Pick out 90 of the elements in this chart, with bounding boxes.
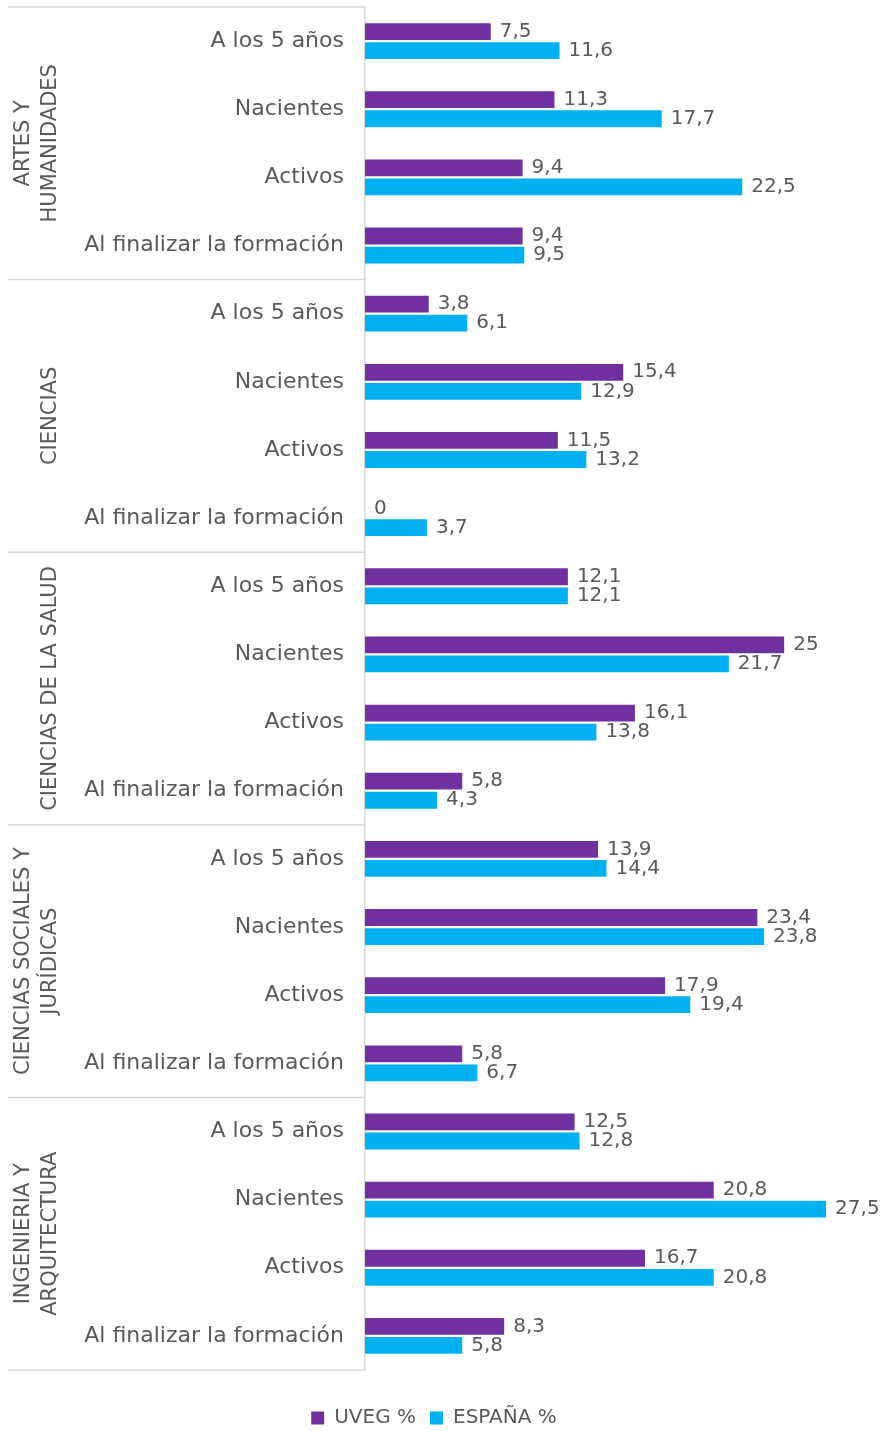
bar — [365, 655, 729, 673]
data-label: 12,9 — [590, 377, 635, 402]
bar — [365, 1317, 505, 1335]
bar — [365, 791, 438, 809]
y-tick-label: A los 5 años — [210, 571, 344, 597]
y-tick-label: A los 5 años — [210, 844, 344, 870]
bar — [365, 42, 560, 60]
data-label: 5,8 — [471, 1331, 504, 1356]
bar — [365, 363, 624, 381]
bar — [365, 246, 525, 264]
bar — [365, 772, 463, 790]
bar — [365, 840, 599, 858]
bar — [365, 723, 597, 741]
bar — [365, 451, 587, 468]
bar — [365, 704, 635, 722]
data-label: 11,3 — [563, 85, 608, 110]
bar — [365, 519, 428, 537]
y-tick-label: Activos — [264, 435, 344, 461]
y-tick-label: Activos — [264, 980, 344, 1006]
bar — [365, 1064, 478, 1082]
data-label: 11,6 — [568, 36, 614, 61]
data-label: 21,7 — [737, 650, 783, 675]
bar — [365, 295, 429, 313]
bar — [365, 568, 568, 586]
bar — [365, 1132, 580, 1150]
data-label: 0 — [374, 494, 387, 519]
y-tick-label: A los 5 años — [210, 26, 344, 52]
bar — [365, 1181, 714, 1199]
y-tick-label: Nacientes — [234, 640, 344, 666]
data-label: 9,4 — [531, 154, 564, 179]
bar — [365, 928, 765, 945]
data-label: 7,5 — [499, 17, 532, 42]
data-label: 3,7 — [436, 513, 468, 538]
bar — [365, 1268, 714, 1286]
bar — [365, 91, 555, 109]
text: CIENCIAS DE LA SALUD — [37, 566, 62, 811]
bar — [365, 23, 491, 40]
bar — [365, 314, 468, 332]
data-label: 17,7 — [670, 104, 716, 129]
bar — [365, 996, 691, 1014]
y-tick-label: Al finalizar la formación — [84, 503, 344, 529]
text: CIENCIAS SOCIALES Y JURÍDICAS — [10, 846, 62, 1076]
data-label: 20,8 — [722, 1263, 768, 1288]
bar — [365, 1113, 575, 1131]
bar — [365, 382, 582, 400]
data-label: 12,5 — [583, 1108, 629, 1133]
y-tick-label: A los 5 años — [210, 299, 344, 325]
text: INGENIERIA Y ARQUITECTURA — [10, 1151, 62, 1316]
data-label: 25 — [793, 631, 819, 656]
data-label: 5,8 — [471, 1039, 504, 1064]
bar — [365, 909, 758, 926]
legend-label: ESPAÑA % — [453, 1404, 557, 1429]
bar — [365, 227, 523, 245]
text: ARTES Y HUMANIDADES — [10, 64, 62, 223]
data-label: 3,8 — [437, 290, 470, 315]
bar — [365, 1200, 827, 1218]
legend-label: UVEG % — [334, 1404, 417, 1429]
y-tick-label: Nacientes — [234, 912, 344, 938]
y-tick-label: Nacientes — [234, 1185, 344, 1211]
bar — [365, 977, 666, 995]
bar — [365, 432, 558, 449]
bar — [365, 1045, 463, 1063]
y-tick-label: Al finalizar la formación — [84, 1321, 344, 1347]
y-tick-label: Activos — [264, 163, 344, 189]
y-tick-label: Al finalizar la formación — [84, 231, 344, 257]
data-label: 8,3 — [513, 1312, 545, 1337]
y-tick-label: Al finalizar la formación — [84, 776, 344, 802]
data-label: 15,4 — [632, 358, 677, 383]
bar — [365, 860, 607, 877]
data-label: 9,4 — [531, 222, 564, 247]
bar — [365, 159, 523, 177]
bar — [365, 110, 662, 128]
y-tick-label: A los 5 años — [210, 1117, 344, 1143]
bar — [365, 636, 785, 654]
y-tick-label: Activos — [264, 1253, 344, 1279]
y-tick-label: Nacientes — [234, 94, 344, 120]
y-tick-label: Activos — [264, 708, 344, 734]
data-label: 22,5 — [751, 173, 796, 198]
bar — [365, 1337, 463, 1354]
y-tick-label: Nacientes — [234, 367, 344, 393]
data-label: 20,8 — [722, 1176, 768, 1201]
bar — [365, 1249, 645, 1267]
data-label: 27,5 — [835, 1195, 880, 1220]
bar — [365, 178, 743, 196]
data-label: 16,7 — [654, 1244, 699, 1269]
bar — [365, 587, 568, 605]
y-tick-label: Al finalizar la formación — [84, 1049, 344, 1075]
data-label: 12,1 — [576, 562, 622, 587]
text: CIENCIAS — [37, 366, 62, 466]
data-label: 6,1 — [476, 309, 509, 334]
